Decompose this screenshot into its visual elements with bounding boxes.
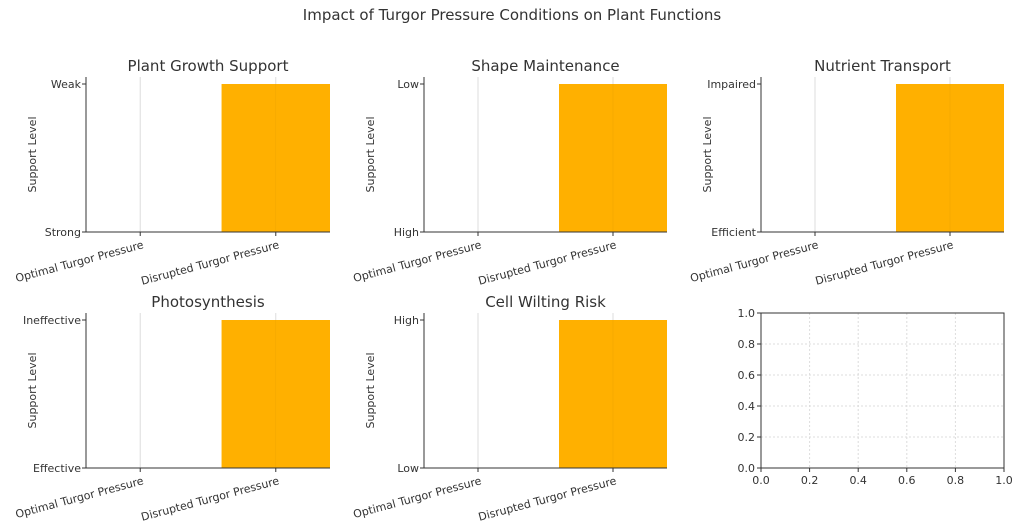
subplot-1: Strong Weak Optimal Turgor PressureDisrupt… [14, 57, 330, 288]
y-axis-label: Support Level [364, 116, 377, 192]
subplot-2: High Low Optimal Turgor PressureDisrupted … [352, 57, 667, 288]
y-tick-label: 0.8 [738, 338, 756, 351]
y-tick-label: 0.4 [738, 400, 756, 413]
x-tick-label: Optimal Turgor Pressure [14, 474, 145, 521]
y-axis-label: Support Level [701, 116, 714, 192]
subplot-6: 0.0 0.2 0.4 0.6 0.8 1.0 0.0 0.2 0.4 0.6 0.8 1.0 [738, 307, 1013, 487]
y-tick-label: Strong [45, 226, 81, 239]
x-tick-label: Optimal Turgor Pressure [352, 474, 483, 521]
y-tick-label: Weak [51, 78, 82, 91]
subplot-title: Plant Growth Support [128, 57, 289, 75]
y-tick-label: 0.0 [738, 462, 756, 475]
y-tick-label: Effective [33, 462, 81, 475]
y-tick-label: 0.6 [738, 369, 756, 382]
subplot-3: Efficient Impaired Optimal Turgor Pressure… [689, 57, 1004, 288]
x-tick-label: 0.2 [801, 474, 819, 487]
y-tick-label: High [394, 226, 419, 239]
y-tick-label: Low [397, 462, 419, 475]
x-tick-label: Optimal Turgor Pressure [352, 238, 483, 285]
subplot-4: Effective Ineffective Optimal Turgor Press… [14, 293, 330, 524]
subplot-title: Nutrient Transport [814, 57, 951, 75]
x-tick-label: 1.0 [995, 474, 1013, 487]
subplot-title: Shape Maintenance [471, 57, 619, 75]
x-tick-label: Disrupted Turgor Pressure [477, 474, 618, 523]
x-tick-label: Disrupted Turgor Pressure [140, 238, 281, 287]
y-tick-label: 1.0 [738, 307, 756, 320]
x-tick-label: Disrupted Turgor Pressure [814, 238, 955, 287]
subplot-title: Cell Wilting Risk [485, 293, 606, 311]
x-tick-label: 0.0 [752, 474, 770, 487]
y-tick-label: High [394, 314, 419, 327]
y-tick-label: 0.2 [738, 431, 756, 444]
y-tick-label: Efficient [711, 226, 756, 239]
x-tick-label: Optimal Turgor Pressure [689, 238, 820, 285]
y-axis-label: Support Level [26, 116, 39, 192]
x-tick-label: Disrupted Turgor Pressure [140, 474, 281, 523]
x-tick-label: Optimal Turgor Pressure [14, 238, 145, 285]
subplot-5: Low High Optimal Turgor PressureDisrupted … [352, 293, 667, 524]
y-axis-label: Support Level [26, 352, 39, 428]
x-tick-label: Disrupted Turgor Pressure [477, 238, 618, 287]
y-tick-label: Impaired [707, 78, 756, 91]
x-tick-label: 0.4 [849, 474, 867, 487]
subplot-title: Photosynthesis [151, 293, 265, 311]
x-tick-label: 0.8 [947, 474, 965, 487]
y-axis-label: Support Level [364, 352, 377, 428]
y-tick-label: Ineffective [23, 314, 81, 327]
figure-title: Impact of Turgor Pressure Conditions on … [303, 6, 722, 24]
x-tick-label: 0.6 [898, 474, 916, 487]
y-tick-label: Low [397, 78, 419, 91]
axes-frame [760, 312, 1005, 469]
